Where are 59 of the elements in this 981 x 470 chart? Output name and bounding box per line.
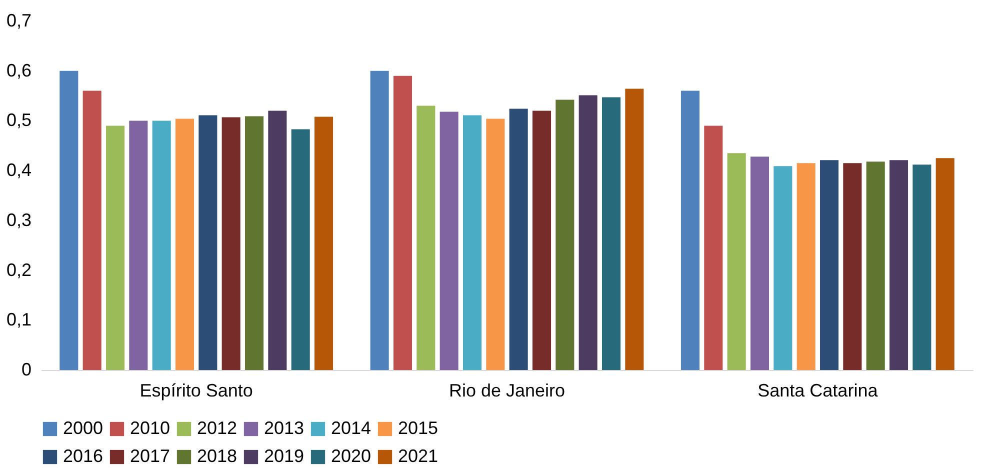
legend-label: 2018 [197,446,238,466]
bar [129,120,148,370]
y-tick-label: 0,5 [6,110,32,130]
bar [727,153,746,370]
bar [680,90,700,370]
bar [532,110,552,370]
y-tick-label: 0,1 [6,310,32,330]
legend-label: 2020 [331,446,372,466]
bar [175,118,194,370]
bar [625,88,644,370]
bar [820,160,839,370]
y-tick-label: 0,7 [6,10,32,30]
legend-label: 2015 [398,418,438,438]
bar [509,108,528,370]
y-tick-label: 0,6 [6,60,32,80]
bar [60,70,78,370]
bar [198,115,218,370]
bar [393,76,412,370]
bar [936,158,954,370]
bar [843,163,862,370]
bar [602,97,621,370]
bar [106,126,125,370]
bar [889,160,908,370]
bar [556,100,574,370]
bar [244,116,264,370]
bar [796,163,816,370]
x-tick-label: Rio de Janeiro [448,380,566,400]
legend-label: 2010 [130,418,170,438]
legend-label: 2012 [197,418,238,438]
legend-label: 2021 [398,446,438,466]
bar [704,126,723,370]
y-tick-label: 0,3 [6,210,32,230]
bar [416,106,436,370]
bar [578,95,598,370]
bar [750,156,770,370]
bar [440,112,458,370]
y-tick-label: 0 [21,360,32,380]
bar [486,118,505,370]
legend-label: 2017 [130,446,170,466]
bar [912,164,932,370]
legend-label: 2019 [264,446,304,466]
bar [268,110,287,370]
x-tick-label: Espírito Santo [140,380,253,400]
legend-label: 2016 [63,446,104,466]
bar [774,166,792,370]
legend-label: 2013 [264,418,304,438]
bar [866,162,885,370]
bar [222,117,240,370]
y-tick-label: 0,4 [6,160,32,180]
bar [291,129,310,370]
legend-label: 2000 [63,418,104,438]
y-tick-label: 0,2 [6,260,32,280]
x-tick-label: Santa Catarina [758,380,879,400]
bar [314,116,334,370]
bar [82,90,102,370]
bar [370,70,389,370]
bar [462,115,482,370]
legend-label: 2014 [331,418,372,438]
bar [152,120,171,370]
